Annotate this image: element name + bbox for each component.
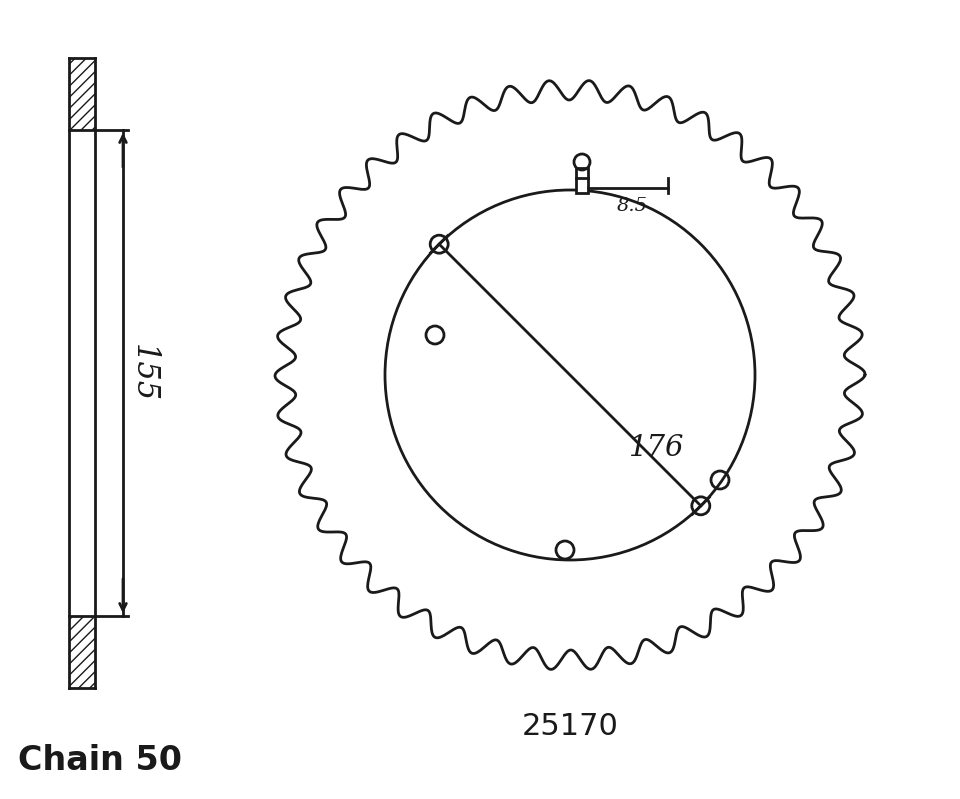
Bar	[69, 58, 95, 130]
Text: 25170: 25170	[521, 712, 618, 741]
Text: Chain 50: Chain 50	[18, 744, 182, 777]
Text: 176: 176	[629, 435, 684, 463]
Bar	[576, 168, 588, 193]
Text: 155: 155	[128, 344, 158, 402]
Text: 8.5: 8.5	[616, 197, 647, 215]
Bar	[69, 616, 95, 688]
